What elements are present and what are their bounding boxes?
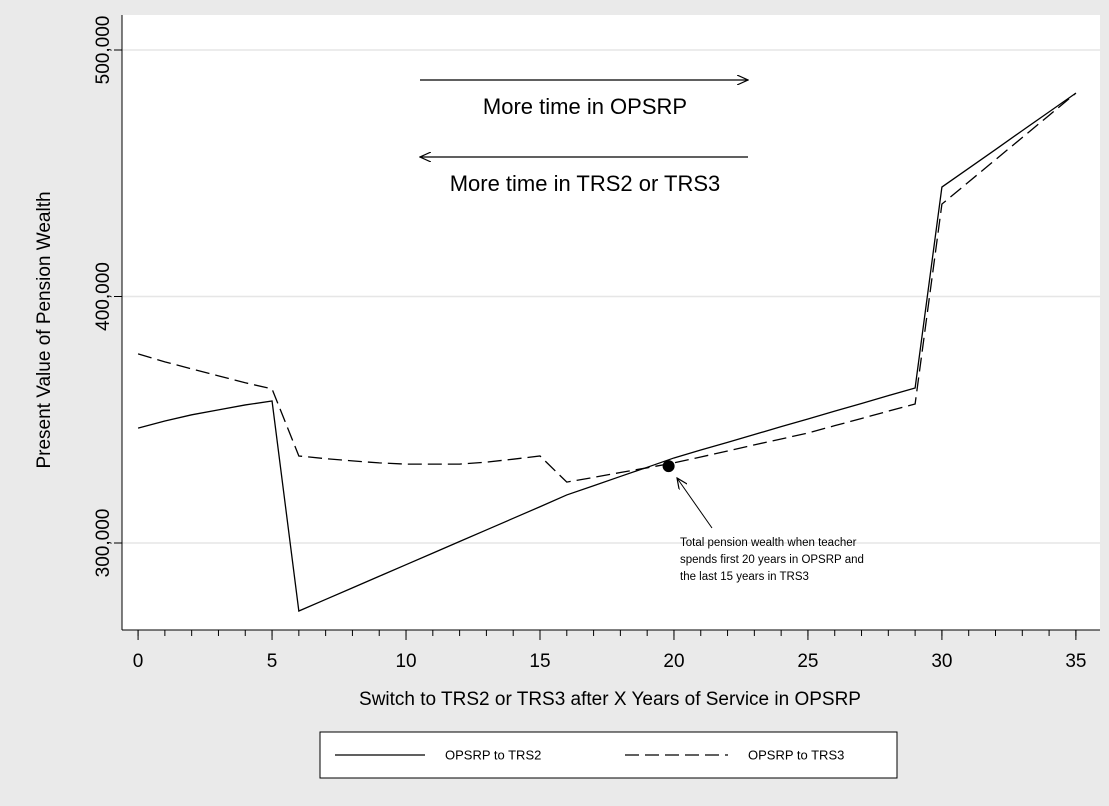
x-tick-label: 5 bbox=[267, 651, 278, 672]
y-axis-label: Present Value of Pension Wealth bbox=[34, 191, 55, 468]
series-line bbox=[137, 92, 1077, 612]
note-arrow bbox=[677, 478, 713, 529]
x-axis-label: Switch to TRS2 or TRS3 after X Years of … bbox=[359, 689, 861, 710]
x-tick-label: 0 bbox=[133, 651, 144, 672]
x-tick-label: 25 bbox=[797, 651, 818, 672]
plot-area bbox=[122, 15, 1100, 630]
legend-label: OPSRP to TRS3 bbox=[748, 747, 844, 762]
grid bbox=[122, 49, 1100, 544]
x-tick-label: 30 bbox=[931, 651, 952, 672]
series-line bbox=[137, 92, 1077, 483]
note: spends first 20 years in OPSRP and bbox=[680, 554, 864, 566]
y-tick-label: 400,000 bbox=[93, 262, 114, 331]
x-tick-label: 10 bbox=[395, 651, 416, 672]
x-tick-label: 15 bbox=[529, 651, 550, 672]
legend-label: OPSRP to TRS2 bbox=[445, 747, 541, 762]
note: the last 15 years in TRS3 bbox=[680, 571, 809, 583]
x-tick-label: 20 bbox=[663, 651, 684, 672]
annotation: More time in TRS2 or TRS3 bbox=[450, 171, 721, 196]
annotation: More time in OPSRP bbox=[483, 94, 687, 119]
note: Total pension wealth when teacher bbox=[680, 537, 857, 549]
y-tick-label: 300,000 bbox=[93, 509, 114, 578]
x-tick-label: 35 bbox=[1065, 651, 1086, 672]
y-tick-label: 500,000 bbox=[93, 16, 114, 85]
highlight-point bbox=[662, 460, 675, 473]
